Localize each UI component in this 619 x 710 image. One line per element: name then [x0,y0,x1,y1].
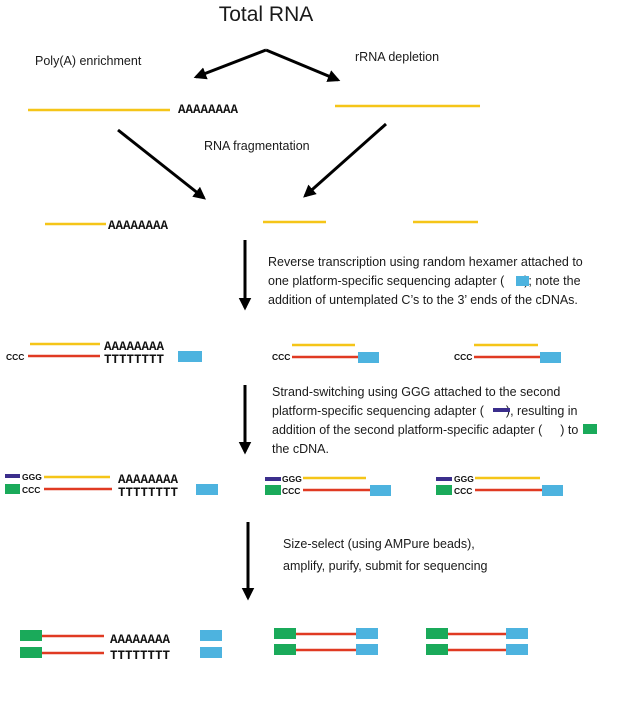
ss3-ggg-adapter [436,477,452,481]
rt-construct-1: AAAAAAAA CCC TTTTTTTT [6,340,202,367]
rt1-ccc: CCC [6,352,24,362]
ss3-ggg: GGG [454,474,474,484]
ss-line-2-before: platform-specific sequencing adapter ( [272,404,485,418]
rt-line-2-before: one platform-specific sequencing adapter… [268,274,505,288]
final1-top-adapter-1 [200,630,222,641]
inline-adapter-2-swatch [583,424,597,434]
rt3-ccc: CCC [454,352,472,362]
arrow-to-polya [193,48,267,80]
svg-text:addition of the second platfor: addition of the second platform-specific… [272,423,578,437]
ss3-adapter-2 [436,485,452,495]
inline-ggg-adapter-swatch [493,408,510,412]
final-construct-2 [274,628,378,655]
step-strand-switching-text: Strand-switching using GGG attached to t… [272,385,597,456]
ss2-adapter-2 [265,485,281,495]
row-rna-fragments: AAAAAAAA [45,219,478,233]
row-cdna-after-rt: AAAAAAAA CCC TTTTTTTT CCC CCC [6,340,561,367]
final3-top-adapter-2 [426,628,448,639]
ss3-adapter-1 [542,485,563,496]
row-final-library: AAAAAAAA TTTTTTTT [20,628,528,663]
ss1-ggg: GGG [22,472,42,482]
rt-construct-3: CCC [454,343,561,363]
step-reverse-transcription-text: Reverse transcription using random hexam… [268,255,583,307]
rt-line-2-after: ); note the [524,274,580,288]
ss-line-3-before: addition of the second platform-specific… [272,423,543,437]
polya-enrichment-label: Poly(A) enrichment [35,54,142,68]
svg-text:one platform-specific sequenci: one platform-specific sequencing adapter… [268,274,581,288]
ss1-polyt: TTTTTTTT [118,486,179,500]
inline-adapter-1-swatch [516,276,529,286]
ss-construct-1: GGG AAAAAAAA CCC TTTTTTTT [5,472,218,500]
rt1-polya-tail: AAAAAAAA [104,340,165,354]
rt-construct-2: CCC [272,343,379,363]
ss2-ggg: GGG [282,474,302,484]
final1-bottom-adapter-2 [20,647,42,658]
row-full-length-rna: AAAAAAAA [28,103,480,117]
ss-construct-2: GGG CCC [265,474,391,496]
rt1-polyt: TTTTTTTT [104,353,165,367]
step-size-select-text: Size-select (using AMPure beads), amplif… [283,537,488,573]
final-construct-3 [426,628,528,655]
ss-line-1: Strand-switching using GGG attached to t… [272,385,560,399]
rna-fragmentation-label: RNA fragmentation [204,139,310,153]
split-arrows [193,48,341,82]
ss-construct-3: GGG CCC [436,474,563,496]
final1-polyt: TTTTTTTT [110,649,171,663]
ss2-adapter-1 [370,485,391,496]
ss2-ccc: CCC [282,486,300,496]
ss-line-2-after: ), resulting in [506,404,578,418]
svg-text:platform-specific sequencing a: platform-specific sequencing adapter (),… [272,404,578,418]
ss-line-4: the cDNA. [272,442,329,456]
final1-bottom-adapter-1 [200,647,222,658]
ss3-ccc: CCC [454,486,472,496]
final1-polya-tail: AAAAAAAA [110,633,171,647]
rt1-adapter-1 [178,351,202,362]
final3-top-adapter-1 [506,628,528,639]
final2-bottom-adapter-2 [274,644,296,655]
final2-bottom-adapter-1 [356,644,378,655]
polya-tail-sequence: AAAAAAAA [178,103,239,117]
arrow-rrna-to-fragments [303,122,387,198]
ss1-adapter-2 [5,484,20,494]
final3-bottom-adapter-1 [506,644,528,655]
ss1-ccc: CCC [22,485,40,495]
fragment-1-polya-tail: AAAAAAAA [108,219,169,233]
ss1-adapter-1 [196,484,218,495]
final2-top-adapter-1 [356,628,378,639]
ss1-ggg-adapter [5,474,20,478]
diagram-title: Total RNA [219,3,314,26]
ss1-polya-tail: AAAAAAAA [118,473,179,487]
rt3-adapter-1 [540,352,561,363]
final1-top-adapter-2 [20,630,42,641]
rt2-adapter-1 [358,352,379,363]
ss-line-3-after: ) to [560,423,578,437]
final3-bottom-adapter-2 [426,644,448,655]
arrow-to-rrna [265,48,341,82]
rt-line-1: Reverse transcription using random hexam… [268,255,583,269]
rt-line-3: addition of untemplated C’s to the 3’ en… [268,293,578,307]
final-construct-1: AAAAAAAA TTTTTTTT [20,630,222,663]
rrna-depletion-label: rRNA depletion [355,50,439,64]
sz-line-2: amplify, purify, submit for sequencing [283,559,488,573]
rt2-ccc: CCC [272,352,290,362]
arrow-polya-to-fragments [117,128,206,200]
sz-line-1: Size-select (using AMPure beads), [283,537,475,551]
final2-top-adapter-2 [274,628,296,639]
converging-arrows [117,122,387,200]
ss2-ggg-adapter [265,477,281,481]
row-after-strand-switching: GGG AAAAAAAA CCC TTTTTTTT GGG CCC GGG CC… [5,472,563,500]
